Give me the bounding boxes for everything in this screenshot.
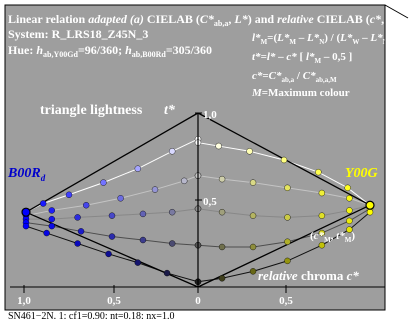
plot-background xyxy=(5,5,385,310)
right-data-point xyxy=(249,212,257,219)
left-data-point xyxy=(134,165,142,172)
right-triangle-edge xyxy=(197,204,371,288)
right-data-point xyxy=(249,268,257,275)
formula-2: t*=l* – c* [ l*M – 0,5 ] xyxy=(252,51,352,65)
y-tick-label: 0,5 xyxy=(203,196,217,208)
right-data-point xyxy=(318,242,326,249)
formulas: l*M=(L*M – L*N) / (L*W – L*N) t*=l* – c*… xyxy=(251,32,392,99)
corner-decoration xyxy=(384,4,409,19)
x-tick-labels: 1,0 0,5 0 0,5 xyxy=(17,295,293,307)
right-data-point xyxy=(249,179,257,186)
left-data-point xyxy=(108,233,116,240)
left-data-point xyxy=(77,228,85,235)
header-line-3: Hue: hab,Y00Gd=96/360; hab,B00Rd=305/360 xyxy=(8,43,212,59)
left-triangle-edge xyxy=(25,112,199,213)
t-axis-label: t* xyxy=(164,103,176,118)
right-data-point xyxy=(344,184,351,192)
right-data-point xyxy=(218,208,226,216)
right-data-point xyxy=(284,214,291,221)
right-data-point xyxy=(346,226,353,233)
right-maximum-marker xyxy=(365,200,375,210)
left-data-point xyxy=(168,148,176,155)
right-data-point xyxy=(315,168,322,176)
header-line-1: Linear relation adapted (a) CIELAB (C*ab… xyxy=(8,12,400,28)
x-tick-label: 0 xyxy=(195,295,201,307)
left-data-point xyxy=(74,240,81,247)
left-data-point xyxy=(139,210,147,218)
formula-3: c*=C*ab,a / C*ab,a,M xyxy=(252,70,337,84)
x-tick-label: 1,0 xyxy=(17,295,31,307)
right-data-point xyxy=(346,207,353,214)
left-data-point xyxy=(117,195,124,202)
y-tick-labels: 1,0 0,5 xyxy=(203,109,217,208)
right-data-point xyxy=(284,257,291,265)
left-data-point xyxy=(151,186,159,193)
formula-4: M=Maximum colour xyxy=(251,87,350,99)
right-data-point xyxy=(215,142,222,150)
right-data-point xyxy=(218,175,226,183)
y-tick-label: 1,0 xyxy=(203,109,217,121)
left-data-point xyxy=(105,250,112,258)
right-data-point xyxy=(346,217,353,225)
right-data-point xyxy=(284,238,291,245)
right-data-point xyxy=(318,189,326,197)
right-data-point xyxy=(318,212,326,219)
header-line-2: System: R_LRS18_Z45N_3 xyxy=(8,27,148,41)
points-layer xyxy=(21,135,375,285)
left-data-point xyxy=(139,236,147,244)
right-data-point xyxy=(366,208,374,216)
right-data-point xyxy=(346,195,353,202)
left-data-point xyxy=(74,214,81,221)
right-data-point xyxy=(280,156,288,164)
right-hue-label: Y00G xyxy=(345,166,378,181)
left-data-point xyxy=(163,269,171,277)
maximum-point-label: (c*M, t*M) xyxy=(310,230,355,244)
right-data-point xyxy=(284,184,291,192)
right-data-point xyxy=(318,229,326,237)
left-data-point xyxy=(134,259,142,266)
left-data-point xyxy=(168,240,176,247)
left-data-point xyxy=(22,222,30,230)
left-maximum-marker xyxy=(21,207,31,217)
plot-frame xyxy=(4,4,386,311)
chroma-axis-label: relative chroma c* xyxy=(258,268,359,283)
left-data-point xyxy=(48,222,55,230)
x-tick-label: 0,5 xyxy=(279,295,293,307)
right-data-point xyxy=(218,243,226,251)
right-data-point xyxy=(218,275,226,282)
left-data-point xyxy=(100,179,107,186)
x-tick-label: 0,5 xyxy=(107,295,121,307)
left-data-point xyxy=(40,200,47,207)
right-data-point xyxy=(249,243,257,251)
left-data-point xyxy=(168,208,176,216)
right-data-point xyxy=(246,148,253,155)
left-hue-label: B00Rd xyxy=(7,166,46,183)
left-data-point xyxy=(65,191,73,198)
triangle-lightness-label: triangle lightness xyxy=(40,103,143,118)
formula-1: l*M=(L*M – L*N) / (L*W – L*N) xyxy=(252,32,392,46)
left-data-point xyxy=(82,202,90,209)
footer-label: SN461−2N. 1: cf1=0.90: nt=0.18: nx=1.0 xyxy=(8,311,174,322)
left-data-point xyxy=(108,212,116,219)
left-data-point xyxy=(48,215,55,223)
left-data-point xyxy=(181,177,188,185)
left-data-point xyxy=(48,207,55,214)
left-data-point xyxy=(43,229,50,237)
